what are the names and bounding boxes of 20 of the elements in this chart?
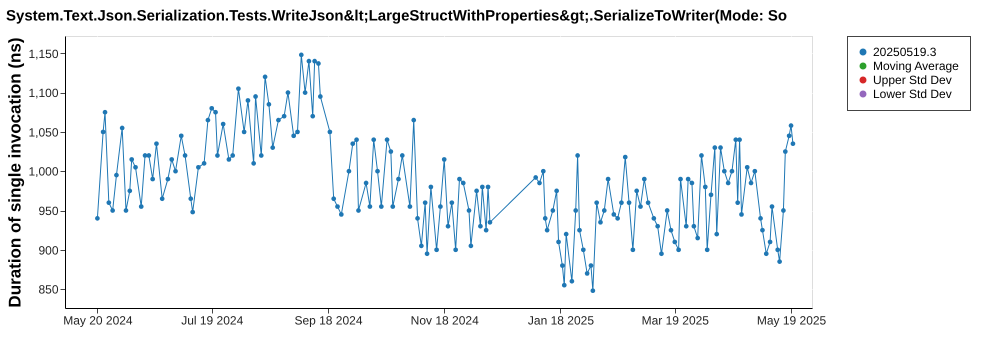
x-tick-label: Mar 19 2025 bbox=[642, 314, 710, 328]
x-tick-label: Jul 19 2024 bbox=[181, 314, 244, 328]
legend-label: Upper Std Dev bbox=[873, 73, 952, 87]
legend-label: 20250519.3 bbox=[873, 45, 937, 59]
chart-title: System.Text.Json.Serialization.Tests.WriteJson&lt;LargeStructWithProperties&gt;.SerializeToWriter(Mode: So bbox=[6, 8, 788, 24]
x-tick-label: Sep 18 2024 bbox=[294, 314, 363, 328]
x-tick-label: May 19 2025 bbox=[756, 314, 827, 328]
y-tick-label: 1,050 bbox=[28, 125, 59, 140]
y-tick-label: 850 bbox=[38, 282, 59, 297]
y-axis-title: Duration of single invocation (ns) bbox=[5, 37, 24, 308]
y-tick-label: 1,000 bbox=[28, 164, 59, 179]
legend-label: Lower Std Dev bbox=[873, 87, 952, 101]
x-tick-label: Jan 18 2025 bbox=[528, 314, 594, 328]
x-tick-label: May 20 2024 bbox=[63, 314, 133, 328]
y-tick-label: 1,100 bbox=[28, 86, 59, 100]
y-tick-label: 950 bbox=[38, 204, 59, 218]
y-tick-label: 900 bbox=[38, 243, 59, 258]
legend-label: Moving Average bbox=[873, 59, 960, 73]
y-tick-label: 1,150 bbox=[28, 46, 59, 61]
x-tick-label: Nov 18 2024 bbox=[410, 314, 480, 328]
